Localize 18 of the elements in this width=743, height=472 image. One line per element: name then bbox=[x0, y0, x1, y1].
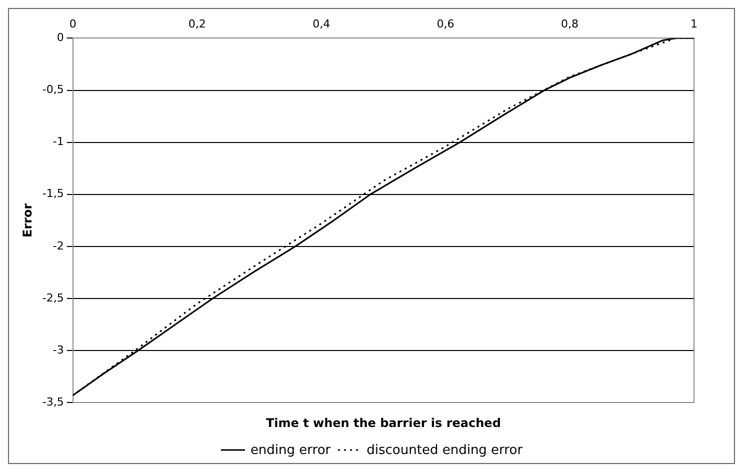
x-tick-label: 0,8 bbox=[561, 17, 579, 30]
y-tick-label: 0 bbox=[56, 31, 64, 44]
y-tick-label: -3 bbox=[52, 343, 64, 356]
y-tick-label: -2 bbox=[52, 239, 64, 252]
x-tick-label: 0 bbox=[69, 17, 76, 30]
legend-label: ending error bbox=[250, 442, 331, 458]
y-tick-label: -1,5 bbox=[42, 187, 64, 200]
y-axis-title: Error bbox=[20, 203, 34, 238]
x-tick-label: 0,2 bbox=[188, 17, 206, 30]
y-tick-label: -2,5 bbox=[42, 291, 64, 304]
x-axis-title: Time t when the barrier is reached bbox=[266, 416, 501, 430]
x-tick-label: 0,6 bbox=[436, 17, 454, 30]
y-tick-label: -1 bbox=[52, 135, 64, 148]
y-tick-label: -0,5 bbox=[42, 83, 64, 96]
x-tick-label: 1 bbox=[690, 17, 698, 30]
legend-label: discounted ending error bbox=[366, 442, 523, 458]
y-tick-label: -3,5 bbox=[42, 395, 64, 408]
x-tick-label: 0,4 bbox=[312, 17, 330, 30]
